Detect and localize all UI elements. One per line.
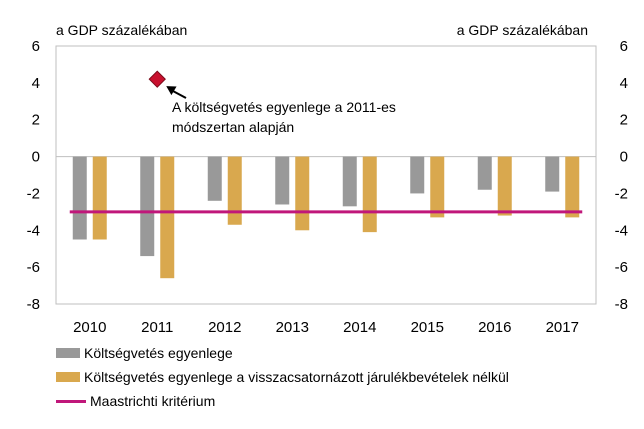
y-tick-left: -8 (27, 296, 40, 313)
y-axis-right: 6 4 2 0 -2 -4 -6 -8 (615, 38, 628, 313)
plot-frame (55, 45, 597, 305)
y-axis-left: 6 4 2 0 -2 -4 -6 -8 (27, 38, 40, 313)
y-tick-left: 4 (32, 75, 40, 92)
y-tick-right: 4 (620, 75, 628, 92)
bar-balance-excl (362, 156, 377, 233)
marker-layer (148, 70, 187, 99)
bar-balance-excl (227, 156, 242, 225)
annotation-line-1: A költségvetés egyenlege a 2011-es (172, 99, 396, 115)
y-tick-right: -4 (615, 222, 628, 239)
bar-balance-excl (497, 156, 512, 216)
y-axis-right-unit: a GDP százalékában (456, 22, 588, 38)
bar-balance (342, 156, 357, 207)
bar-balance-excl (430, 156, 445, 218)
legend-swatch-balance (56, 348, 80, 358)
annotation-arrowhead (166, 86, 177, 96)
x-tick-label: 2013 (276, 319, 309, 336)
y-tick-left: -4 (27, 222, 40, 239)
bars (72, 156, 580, 279)
x-tick-label: 2014 (343, 319, 376, 336)
bar-balance (545, 156, 560, 192)
y-tick-left: -6 (27, 259, 40, 276)
legend-swatch-maastricht (56, 399, 86, 403)
y-tick-left: 0 (32, 149, 40, 166)
annotation-line-2: módszertan alapján (172, 119, 295, 135)
x-tick-label: 2010 (73, 319, 106, 336)
annotation-arrow (170, 89, 187, 99)
bar-balance-excl (92, 156, 107, 240)
bar-balance (140, 156, 155, 257)
x-tick-label: 2017 (546, 319, 579, 336)
annotation: A költségvetés egyenlege a 2011-es módsz… (172, 97, 396, 137)
y-tick-left: -2 (27, 185, 40, 202)
x-tick-label: 2016 (478, 319, 511, 336)
legend-label-balance-excl: Költségvetés egyenlege a visszacsatornáz… (84, 369, 509, 385)
plot-area (55, 45, 597, 305)
legend-label-maastricht: Maastrichti kritérium (90, 393, 216, 409)
bar-balance (207, 156, 222, 201)
y-tick-right: 0 (620, 149, 628, 166)
x-axis: 2010 2011 2012 2013 2014 2015 2016 2017 (73, 319, 579, 336)
y-tick-left: 6 (32, 38, 40, 55)
y-tick-left: 2 (32, 112, 40, 129)
bar-balance-excl (295, 156, 310, 231)
y-tick-right: -6 (615, 259, 628, 276)
bar-balance (275, 156, 290, 205)
legend-item-balance: Költségvetés egyenlege (56, 343, 636, 363)
bar-balance-excl (160, 156, 175, 279)
legend-item-maastricht: Maastrichti kritérium (56, 391, 636, 411)
marker-2011-methodology (148, 70, 166, 88)
y-tick-right: -8 (615, 296, 628, 313)
y-axis-left-unit: a GDP százalékában (56, 22, 188, 38)
legend-label-balance: Költségvetés egyenlege (84, 345, 233, 361)
y-tick-right: 6 (620, 38, 628, 55)
bar-balance (477, 156, 492, 190)
bar-balance (72, 156, 87, 240)
bar-balance (410, 156, 425, 194)
y-tick-right: -2 (615, 185, 628, 202)
x-tick-label: 2015 (411, 319, 444, 336)
legend-swatch-balance-excl (56, 372, 80, 382)
legend-item-balance-excl: Költségvetés egyenlege a visszacsatornáz… (56, 367, 636, 387)
x-tick-label: 2012 (208, 319, 241, 336)
x-tick-label: 2011 (141, 319, 173, 336)
y-tick-right: 2 (620, 112, 628, 129)
legend: Költségvetés egyenlege Költségvetés egye… (56, 343, 636, 411)
bar-balance-excl (565, 156, 580, 218)
